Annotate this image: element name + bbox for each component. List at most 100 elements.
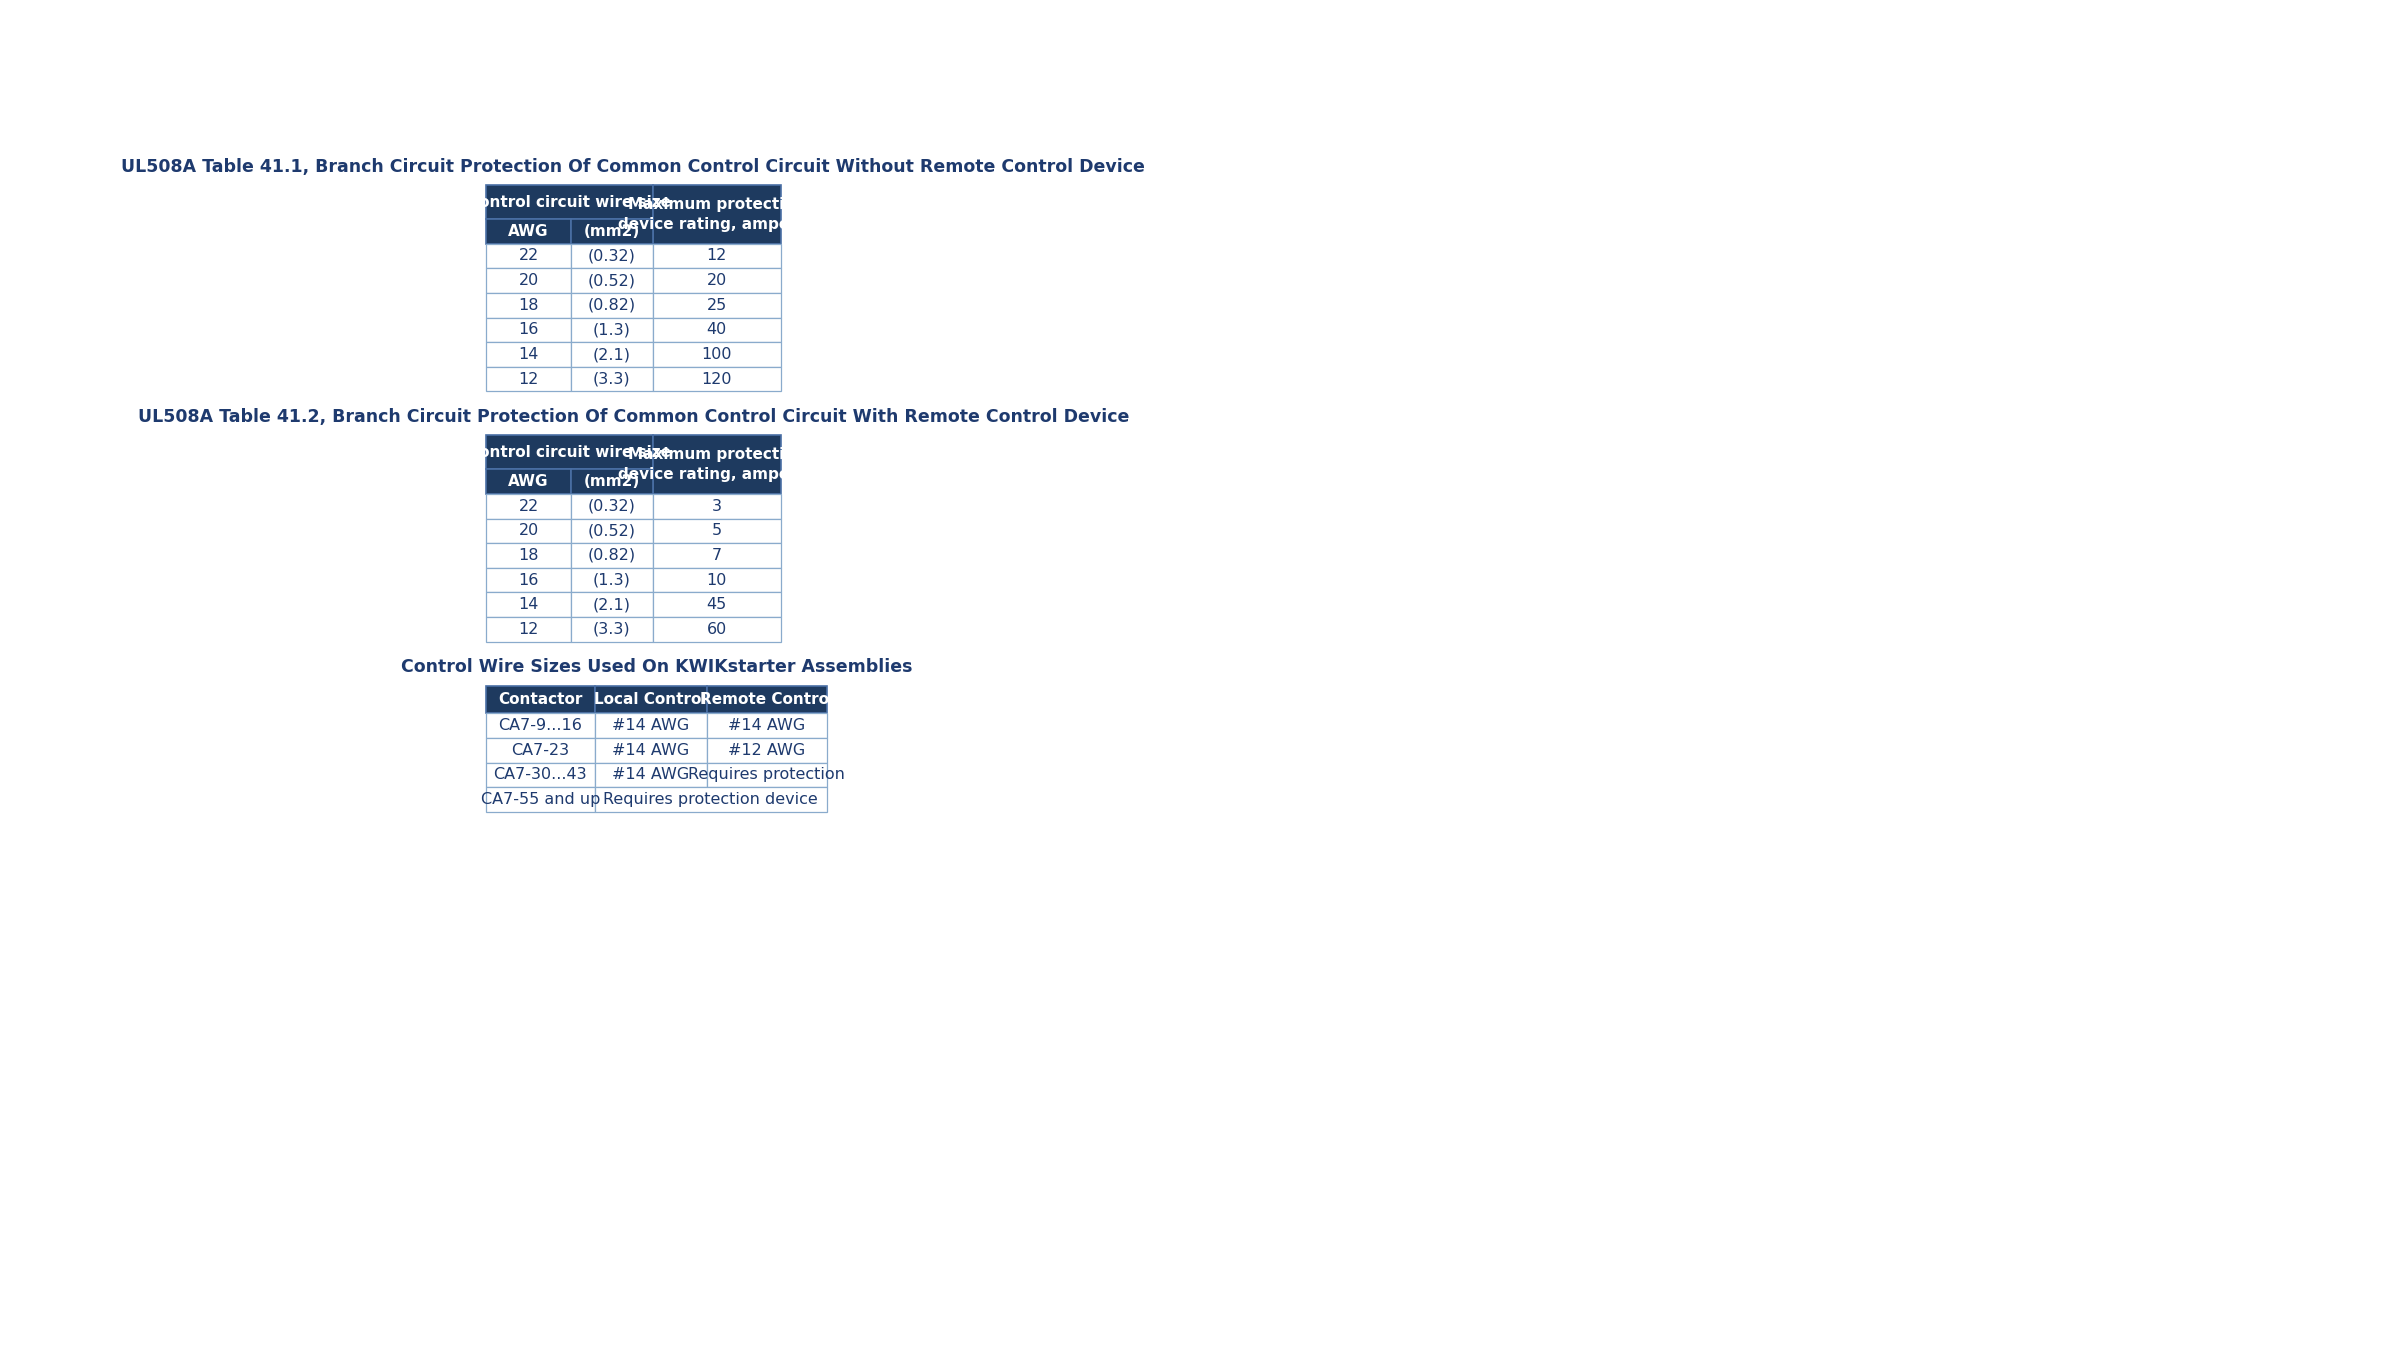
Text: 100: 100: [701, 347, 732, 362]
Bar: [708, 686, 828, 713]
Text: 45: 45: [706, 597, 727, 613]
Text: 5: 5: [710, 524, 722, 539]
Text: #14 AWG: #14 AWG: [727, 718, 806, 733]
Bar: [571, 568, 653, 593]
Bar: [653, 317, 780, 342]
Text: Maximum protective
device rating, amperes: Maximum protective device rating, ampere…: [617, 197, 816, 232]
Bar: [653, 593, 780, 617]
Text: 18: 18: [518, 548, 540, 563]
Text: 18: 18: [518, 298, 540, 313]
Text: (0.82): (0.82): [588, 548, 636, 563]
Text: Remote Control: Remote Control: [701, 693, 835, 707]
Bar: [485, 219, 571, 243]
Bar: [653, 342, 780, 367]
Text: Contactor: Contactor: [499, 693, 583, 707]
Text: Control circuit wire size: Control circuit wire size: [468, 444, 672, 460]
Bar: [595, 738, 708, 763]
Bar: [571, 269, 653, 293]
Text: (3.3): (3.3): [593, 371, 631, 386]
Bar: [708, 713, 828, 738]
Text: (0.52): (0.52): [588, 273, 636, 288]
Text: (0.32): (0.32): [588, 498, 636, 514]
Bar: [485, 367, 571, 392]
Bar: [571, 470, 653, 494]
Bar: [485, 435, 653, 470]
Text: (3.3): (3.3): [593, 622, 631, 637]
Bar: [653, 617, 780, 641]
Text: CA7-55 and up: CA7-55 and up: [480, 792, 600, 807]
Text: #14 AWG: #14 AWG: [612, 743, 689, 757]
Bar: [485, 185, 653, 219]
Text: (2.1): (2.1): [593, 597, 631, 613]
Text: (0.52): (0.52): [588, 524, 636, 539]
Bar: [708, 738, 828, 763]
Bar: [571, 293, 653, 317]
Text: #14 AWG: #14 AWG: [612, 767, 689, 783]
Bar: [571, 367, 653, 392]
Bar: [485, 593, 571, 617]
Text: 20: 20: [518, 524, 538, 539]
Bar: [653, 518, 780, 543]
Text: Requires protection device: Requires protection device: [602, 792, 818, 807]
Bar: [653, 543, 780, 568]
Text: 7: 7: [710, 548, 722, 563]
Bar: [485, 494, 571, 518]
Bar: [485, 738, 595, 763]
Bar: [485, 568, 571, 593]
Text: (0.32): (0.32): [588, 248, 636, 263]
Text: 20: 20: [518, 273, 538, 288]
Text: 3: 3: [710, 498, 722, 514]
Bar: [571, 219, 653, 243]
Text: (0.82): (0.82): [588, 298, 636, 313]
Bar: [595, 713, 708, 738]
Bar: [485, 543, 571, 568]
Bar: [653, 293, 780, 317]
Text: (2.1): (2.1): [593, 347, 631, 362]
Text: 60: 60: [706, 622, 727, 637]
Text: #12 AWG: #12 AWG: [727, 743, 806, 757]
Text: AWG: AWG: [509, 224, 550, 239]
Bar: [595, 763, 708, 787]
Bar: [571, 243, 653, 269]
Bar: [571, 543, 653, 568]
Bar: [595, 787, 828, 811]
Text: 14: 14: [518, 597, 540, 613]
Text: (mm2): (mm2): [583, 474, 641, 489]
Text: #14 AWG: #14 AWG: [612, 718, 689, 733]
Bar: [571, 342, 653, 367]
Bar: [571, 518, 653, 543]
Bar: [485, 293, 571, 317]
Bar: [653, 269, 780, 293]
Bar: [485, 243, 571, 269]
Bar: [653, 568, 780, 593]
Bar: [708, 763, 828, 787]
Text: Maximum protective
device rating, amperes: Maximum protective device rating, ampere…: [617, 447, 816, 482]
Text: Local Control: Local Control: [595, 693, 708, 707]
Bar: [653, 367, 780, 392]
Text: AWG: AWG: [509, 474, 550, 489]
Text: 12: 12: [706, 248, 727, 263]
Text: Requires protection: Requires protection: [689, 767, 845, 783]
Bar: [571, 617, 653, 641]
Text: 16: 16: [518, 323, 540, 338]
Text: CA7-9...16: CA7-9...16: [499, 718, 583, 733]
Bar: [571, 317, 653, 342]
Text: Control Wire Sizes Used On KWIKstarter Assemblies: Control Wire Sizes Used On KWIKstarter A…: [401, 659, 912, 676]
Bar: [653, 435, 780, 494]
Bar: [485, 518, 571, 543]
Bar: [485, 342, 571, 367]
Bar: [485, 617, 571, 641]
Text: Control circuit wire size: Control circuit wire size: [468, 194, 672, 209]
Text: 14: 14: [518, 347, 540, 362]
Text: 22: 22: [518, 248, 538, 263]
Text: UL508A Table 41.2, Branch Circuit Protection Of Common Control Circuit With Remo: UL508A Table 41.2, Branch Circuit Protec…: [137, 408, 1128, 427]
Text: UL508A Table 41.1, Branch Circuit Protection Of Common Control Circuit Without R: UL508A Table 41.1, Branch Circuit Protec…: [122, 158, 1145, 176]
Text: 120: 120: [701, 371, 732, 386]
Bar: [653, 494, 780, 518]
Text: 20: 20: [706, 273, 727, 288]
Bar: [485, 763, 595, 787]
Text: CA7-30...43: CA7-30...43: [494, 767, 588, 783]
Text: CA7-23: CA7-23: [511, 743, 569, 757]
Text: 16: 16: [518, 572, 540, 587]
Text: 25: 25: [706, 298, 727, 313]
